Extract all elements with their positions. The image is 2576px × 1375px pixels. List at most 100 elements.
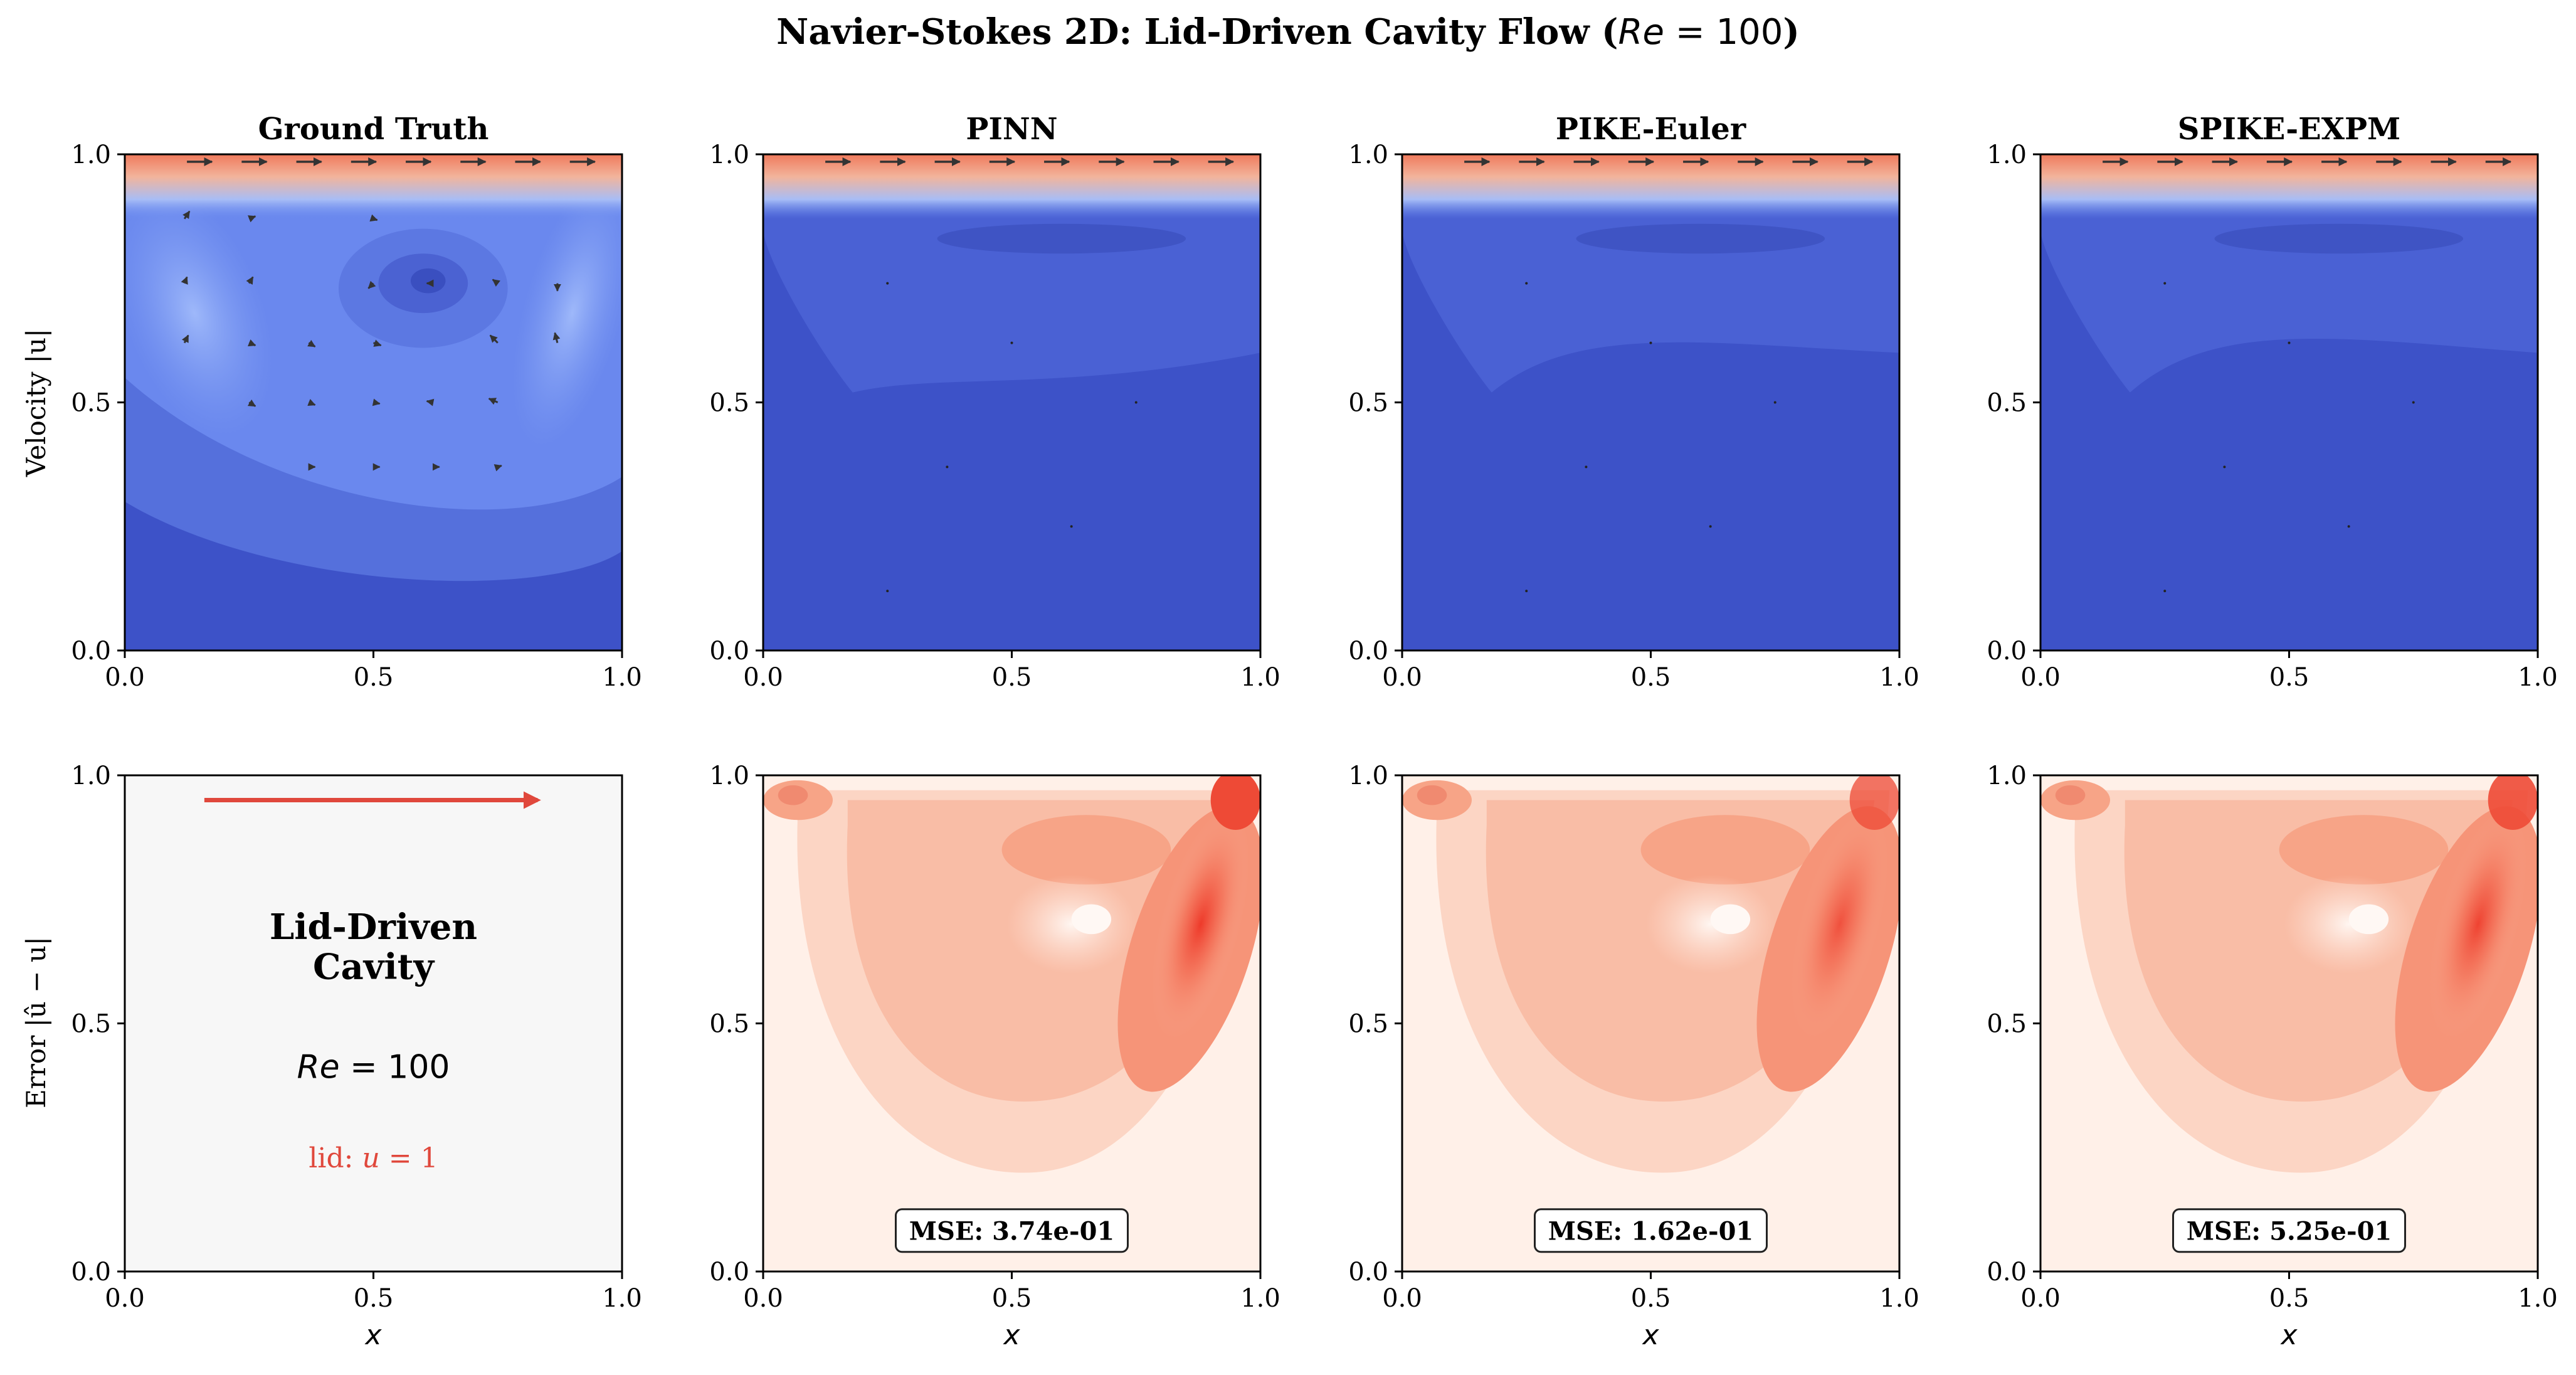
velocity-field bbox=[763, 154, 1260, 650]
velocity-point bbox=[1525, 590, 1528, 593]
x-tick-label: 0.0 bbox=[2020, 1284, 2061, 1313]
lid-boundary-layer bbox=[2040, 154, 2538, 219]
x-tick-label: 0.0 bbox=[1382, 663, 1422, 692]
y-tick-label: 1.0 bbox=[1987, 141, 2027, 169]
y-tick-label: 0.5 bbox=[1987, 1010, 2027, 1039]
contour-region bbox=[512, 178, 622, 449]
x-tick-label: 0.0 bbox=[105, 663, 145, 692]
mse-box bbox=[1534, 1208, 1768, 1253]
mse-annotation: MSE: 3.74e-01 bbox=[895, 1208, 1129, 1253]
y-tick-label: 1.0 bbox=[71, 141, 111, 169]
contour-region bbox=[1417, 785, 1447, 805]
figure-title-prefix: Navier-Stokes 2D: Lid-Driven Cavity Flow… bbox=[776, 11, 1618, 53]
velocity-arrow bbox=[369, 214, 378, 222]
contour-region bbox=[1001, 815, 1171, 885]
contour-region bbox=[1645, 874, 1775, 974]
panel-title: Ground Truth bbox=[258, 112, 489, 147]
contour-region bbox=[2055, 785, 2086, 805]
info-lid-prefix: lid: bbox=[309, 1142, 362, 1174]
velocity-arrow bbox=[247, 399, 256, 407]
velocity-point bbox=[946, 465, 949, 469]
x-axis-label: x bbox=[364, 1319, 382, 1351]
velocity-point bbox=[886, 282, 889, 285]
contour-region bbox=[125, 189, 273, 437]
info-reynolds: Re = 100 bbox=[297, 1049, 450, 1086]
contour-region bbox=[1210, 775, 1260, 830]
x-tick-label: 0.5 bbox=[2269, 663, 2309, 692]
velocity-point bbox=[2163, 282, 2167, 285]
figure-title-suffix: ) bbox=[1783, 11, 1800, 53]
y-tick-label: 0.5 bbox=[1348, 389, 1388, 418]
y-tick-label: 1.0 bbox=[709, 762, 749, 790]
panel-velocity-1: 0.00.0 0.5 0.5 1.0 1.0 PINN bbox=[709, 112, 1280, 692]
velocity-arrow bbox=[181, 334, 189, 344]
velocity-point bbox=[2347, 525, 2350, 528]
info-lid-condition: lid: u = 1 bbox=[309, 1142, 438, 1174]
info-lid-value: = 1 bbox=[380, 1142, 438, 1174]
contour-region bbox=[1710, 904, 1751, 935]
contour-region bbox=[1640, 815, 1810, 885]
panel-title: PIKE-Euler bbox=[1556, 112, 1746, 147]
error-field bbox=[2040, 775, 2538, 1271]
y-tick-label: 1.0 bbox=[709, 141, 749, 169]
velocity-arrow bbox=[246, 276, 254, 285]
x-tick-label: 0.0 bbox=[743, 663, 783, 692]
panel-error-2: MSE: 1.62e-01 0.00.0 0.5 0.5 1.0 1.0 x bbox=[1348, 762, 1919, 1351]
row-label-velocity: Velocity |u| bbox=[21, 329, 51, 477]
velocity-field bbox=[1402, 154, 1899, 650]
velocity-point bbox=[1010, 341, 1013, 344]
y-tick-label: 0.5 bbox=[709, 1010, 749, 1039]
contour-region bbox=[1849, 775, 1899, 830]
mse-label: MSE: 5.25e-01 bbox=[2187, 1217, 2392, 1246]
velocity-arrow bbox=[372, 398, 381, 406]
contour-region bbox=[2279, 815, 2449, 885]
velocity-arrow bbox=[489, 334, 499, 344]
y-tick-label: 0.5 bbox=[71, 1010, 111, 1039]
y-tick-label: 0.0 bbox=[709, 637, 749, 666]
velocity-point bbox=[886, 590, 889, 593]
velocity-arrow bbox=[367, 280, 376, 289]
velocity-point bbox=[1525, 282, 1528, 285]
velocity-point bbox=[1773, 401, 1776, 404]
lid-boundary-layer bbox=[125, 154, 622, 219]
mse-box bbox=[2172, 1208, 2406, 1253]
x-tick-label: 0.5 bbox=[354, 1284, 394, 1313]
mse-annotation: MSE: 1.62e-01 bbox=[1534, 1208, 1768, 1253]
y-tick-label: 0.5 bbox=[1348, 1010, 1388, 1039]
info-lid-var: u bbox=[362, 1142, 379, 1174]
x-tick-label: 1.0 bbox=[2518, 1284, 2558, 1313]
velocity-point bbox=[2412, 401, 2415, 404]
contour-region bbox=[1006, 874, 1136, 974]
contour-region bbox=[1071, 904, 1112, 935]
panel-error-3: MSE: 5.25e-01 0.00.0 0.5 0.5 1.0 1.0 x bbox=[1987, 762, 2558, 1351]
x-tick-label: 0.5 bbox=[992, 663, 1032, 692]
x-tick-label: 1.0 bbox=[1879, 663, 1919, 692]
panel-velocity-3: 0.00.0 0.5 0.5 1.0 1.0 SPIKE-EXPM bbox=[1987, 112, 2557, 692]
x-tick-label: 0.0 bbox=[105, 1284, 145, 1313]
velocity-point bbox=[2288, 341, 2291, 344]
contour-region bbox=[1790, 809, 1889, 1040]
x-tick-label: 0.5 bbox=[1631, 663, 1671, 692]
contour-region bbox=[2214, 223, 2464, 254]
mse-annotation: MSE: 5.25e-01 bbox=[2172, 1208, 2406, 1253]
velocity-arrow bbox=[552, 332, 561, 343]
figure-title-re-eq: = 100 bbox=[1664, 12, 1783, 53]
lid-boundary-layer bbox=[1402, 154, 1899, 219]
x-axis-label: x bbox=[1641, 1319, 1659, 1351]
y-tick-label: 0.0 bbox=[1348, 637, 1388, 666]
x-tick-label: 0.0 bbox=[743, 1284, 783, 1313]
velocity-arrow bbox=[307, 339, 316, 348]
y-tick-label: 1.0 bbox=[1987, 762, 2027, 790]
y-tick-label: 0.5 bbox=[709, 389, 749, 418]
y-tick-label: 0.0 bbox=[1987, 1258, 2027, 1287]
x-tick-label: 1.0 bbox=[602, 1284, 642, 1313]
info-reynolds-value: = 100 bbox=[340, 1049, 450, 1086]
error-field bbox=[1402, 775, 1899, 1271]
velocity-arrow bbox=[494, 464, 502, 472]
y-tick-label: 1.0 bbox=[1348, 141, 1388, 169]
panel-velocity-0: 0.00.0 0.5 0.5 1.0 1.0 Ground Truth bbox=[71, 112, 641, 692]
velocity-point bbox=[1070, 525, 1073, 528]
mse-label: MSE: 1.62e-01 bbox=[1548, 1217, 1753, 1246]
